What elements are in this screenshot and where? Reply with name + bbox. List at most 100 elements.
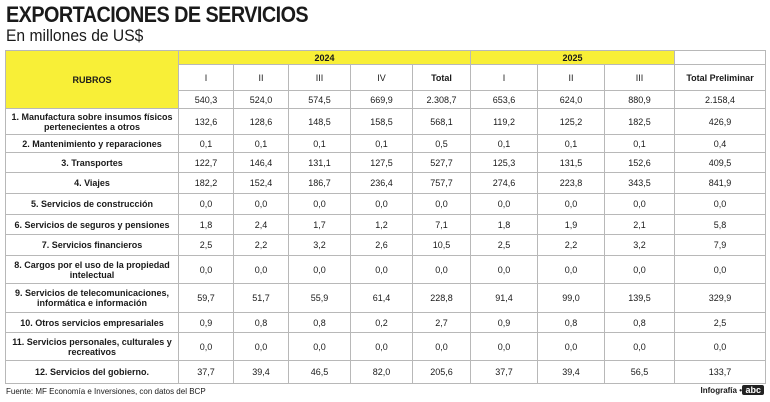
row-label: 6. Servicios de seguros y pensiones — [5, 214, 179, 235]
table-row: 5. Servicios de construcción 0,0 0,0 0,0 0,0… — [5, 193, 767, 215]
value-cell: 0,0 — [178, 332, 234, 361]
value-cell: 0,0 — [411, 255, 472, 284]
row-label: 7. Servicios financieros — [5, 234, 179, 256]
table-row: I II III IV Total I II III Total Preliminar — [6, 64, 767, 91]
table-row: 2. Mantenimiento y reparaciones 0,1 0,1 0,1… — [5, 134, 767, 153]
value-cell: 3,2 — [288, 234, 351, 256]
table-row: 11. Servicios personales, culturales y r… — [5, 332, 767, 361]
column-header: I — [178, 64, 234, 91]
row-label: 3. Transportes — [5, 152, 179, 173]
value-cell: 2,2 — [537, 234, 606, 256]
value-cell: 125,2 — [537, 108, 606, 135]
value-cell: 0,0 — [288, 255, 351, 284]
value-cell: 0,8 — [604, 312, 676, 333]
row-label: 4. Viajes — [5, 172, 179, 194]
value-cell: 51,7 — [233, 283, 289, 313]
value-cell: 152,4 — [233, 172, 289, 194]
value-cell: 1,8 — [178, 214, 234, 235]
value-cell: 0,0 — [674, 193, 767, 215]
value-cell: 0,0 — [233, 332, 289, 361]
column-header: Total Preliminar — [674, 64, 767, 91]
table-row: 7. Servicios financieros 2,5 2,2 3,2 2,6 10,5… — [5, 234, 767, 256]
value-cell: 0,0 — [178, 255, 234, 284]
row-label: 10. Otros servicios empresariales — [5, 312, 179, 333]
total-cell: 669,9 — [350, 90, 413, 109]
value-cell: 125,3 — [470, 152, 539, 173]
value-cell: 186,7 — [288, 172, 351, 194]
value-cell: 56,5 — [604, 360, 676, 384]
row-label: 12. Servicios del gobierno. — [5, 360, 179, 384]
value-cell: 2,7 — [411, 312, 472, 333]
value-cell: 0,0 — [604, 332, 676, 361]
row-header: RUBROS — [5, 50, 179, 109]
value-cell: 236,4 — [350, 172, 413, 194]
row-label: 5. Servicios de construcción — [5, 193, 179, 215]
value-cell: 0,8 — [233, 312, 289, 333]
value-cell: 1,2 — [350, 214, 413, 235]
value-cell: 409,5 — [674, 152, 767, 173]
total-cell: 2.158,4 — [674, 90, 767, 109]
column-header: Total — [411, 64, 472, 91]
value-cell: 0,9 — [178, 312, 234, 333]
value-cell: 2,2 — [233, 234, 289, 256]
blank — [674, 50, 767, 65]
table-row: 8. Cargos por el uso de la propiedad int… — [5, 255, 767, 284]
value-cell: 0,0 — [350, 255, 413, 284]
subtitle: En millones de US$ — [6, 26, 144, 45]
table-row: 10. Otros servicios empresariales 0,9 0,8 0… — [5, 312, 767, 333]
value-cell: 39,4 — [233, 360, 289, 384]
total-cell: 880,9 — [604, 90, 676, 109]
value-cell: 0,1 — [178, 134, 234, 153]
total-cell: 653,6 — [470, 90, 539, 109]
value-cell: 158,5 — [350, 108, 413, 135]
value-cell: 7,9 — [674, 234, 767, 256]
column-header: II — [537, 64, 606, 91]
table-row: 12. Servicios del gobierno. 37,7 39,4 46,5 8… — [5, 360, 767, 384]
value-cell: 37,7 — [470, 360, 539, 384]
table-row: 6. Servicios de seguros y pensiones 1,8 2,… — [5, 214, 767, 235]
value-cell: 59,7 — [178, 283, 234, 313]
value-cell: 2,5 — [470, 234, 539, 256]
value-cell: 2,5 — [178, 234, 234, 256]
value-cell: 841,9 — [674, 172, 767, 194]
value-cell: 757,7 — [411, 172, 472, 194]
value-cell: 148,5 — [288, 108, 351, 135]
value-cell: 10,5 — [411, 234, 472, 256]
value-cell: 0,0 — [233, 255, 289, 284]
value-cell: 0,8 — [537, 312, 606, 333]
value-cell: 0,0 — [411, 332, 472, 361]
row-label: 2. Mantenimiento y reparaciones — [5, 134, 179, 153]
value-cell: 139,5 — [604, 283, 676, 313]
value-cell: 0,0 — [470, 332, 539, 361]
credit: Infografía • — [700, 386, 742, 395]
value-cell: 131,1 — [288, 152, 351, 173]
value-cell: 568,1 — [411, 108, 472, 135]
value-cell: 527,7 — [411, 152, 472, 173]
value-cell: 5,8 — [674, 214, 767, 235]
row-label: 11. Servicios personales, culturales y r… — [5, 332, 179, 361]
value-cell: 0,5 — [411, 134, 472, 153]
value-cell: 0,0 — [411, 193, 472, 215]
value-cell: 205,6 — [411, 360, 472, 384]
total-cell: 524,0 — [233, 90, 289, 109]
value-cell: 0,0 — [537, 193, 606, 215]
value-cell: 3,2 — [604, 234, 676, 256]
table-row: 1. Manufactura sobre insumos físicos per… — [5, 108, 767, 135]
value-cell: 223,8 — [537, 172, 606, 194]
value-cell: 0,0 — [178, 193, 234, 215]
value-cell: 82,0 — [350, 360, 413, 384]
table-row: 540,3 524,0 574,5 669,9 2.308,7 653,6 624,0 880… — [6, 90, 767, 109]
value-cell: 0,0 — [470, 193, 539, 215]
value-cell: 0,0 — [537, 255, 606, 284]
row-label: 8. Cargos por el uso de la propiedad int… — [5, 255, 179, 284]
value-cell: 0,0 — [470, 255, 539, 284]
column-header: III — [604, 64, 676, 91]
column-header: III — [288, 64, 351, 91]
value-cell: 131,5 — [537, 152, 606, 173]
value-cell: 0,0 — [350, 193, 413, 215]
value-cell: 343,5 — [604, 172, 676, 194]
value-cell: 128,6 — [233, 108, 289, 135]
value-cell: 0,9 — [470, 312, 539, 333]
value-cell: 0,0 — [537, 332, 606, 361]
